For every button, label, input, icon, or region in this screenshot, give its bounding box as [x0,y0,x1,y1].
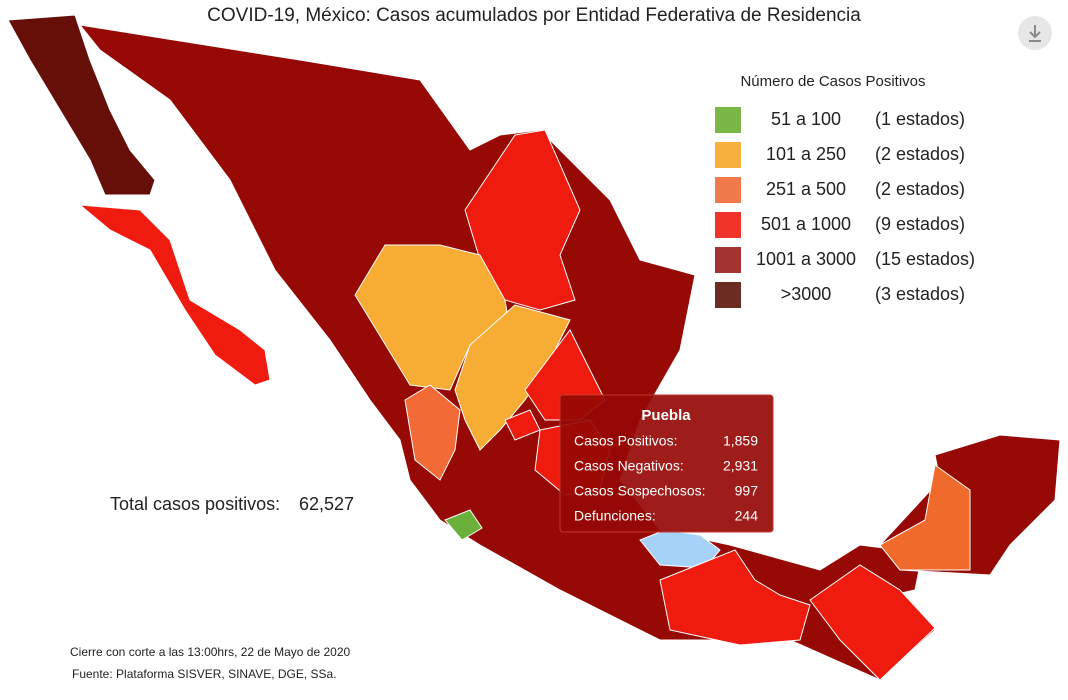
legend-title: Número de Casos Positivos [740,73,925,90]
legend-range: 101 a 250 [766,144,846,164]
state [464,129,581,311]
legend-count: (2 estados) [875,144,965,164]
tooltip-value: 997 [735,483,759,499]
state [444,509,483,541]
title: COVID-19, México: Casos acumulados por E… [207,5,861,26]
state [404,384,461,481]
download-button[interactable] [1018,16,1052,50]
tooltip-title: Puebla [641,407,691,424]
legend-count: (2 estados) [875,179,965,199]
tooltip: Puebla Casos Positivos: 1,859 Casos Negati… [559,394,774,533]
tooltip-box [559,394,774,533]
state [879,464,971,571]
download-glyph [1029,25,1041,42]
state [7,14,156,196]
legend-swatch [715,177,741,203]
legend-swatch [715,247,741,273]
tooltip-value: 244 [735,508,759,524]
legend-count: (3 estados) [875,284,965,304]
legend-count: (15 estados) [875,249,975,269]
tooltip-rows: Casos Positivos: 1,859 Casos Negativos: 2,9… [574,433,758,524]
footer-note: Cierre con corte a las 13:00hrs, 22 de M… [70,645,350,659]
legend-range: 1001 a 3000 [756,249,856,269]
legend-count: (9 estados) [875,214,965,234]
tooltip-value: 1,859 [723,433,758,449]
map [7,14,1061,681]
state [659,549,811,646]
legend-range: >3000 [781,284,832,304]
legend-swatch [715,142,741,168]
legend-swatch [715,282,741,308]
total-value: 62,527 [299,494,354,514]
legend-swatch [715,212,741,238]
legend: 51 a 100 (1 estados) 101 a 250 (2 estados) 2… [715,107,975,308]
tooltip-label: Casos Positivos: [574,433,677,449]
state [809,564,936,681]
footer-source: Fuente: Plataforma SISVER, SINAVE, DGE, … [72,667,337,681]
total-label: Total casos positivos: [110,494,280,514]
tooltip-value: 2,931 [723,458,758,474]
tooltip-label: Casos Sospechosos: [574,483,706,499]
tooltip-label: Casos Negativos: [574,458,684,474]
legend-swatch [715,107,741,133]
legend-range: 51 a 100 [771,109,841,129]
state [78,204,271,386]
legend-count: (1 estados) [875,109,965,129]
legend-range: 501 a 1000 [761,214,851,234]
tooltip-label: Defunciones: [574,508,656,524]
state [454,304,571,451]
legend-range: 251 a 500 [766,179,846,199]
